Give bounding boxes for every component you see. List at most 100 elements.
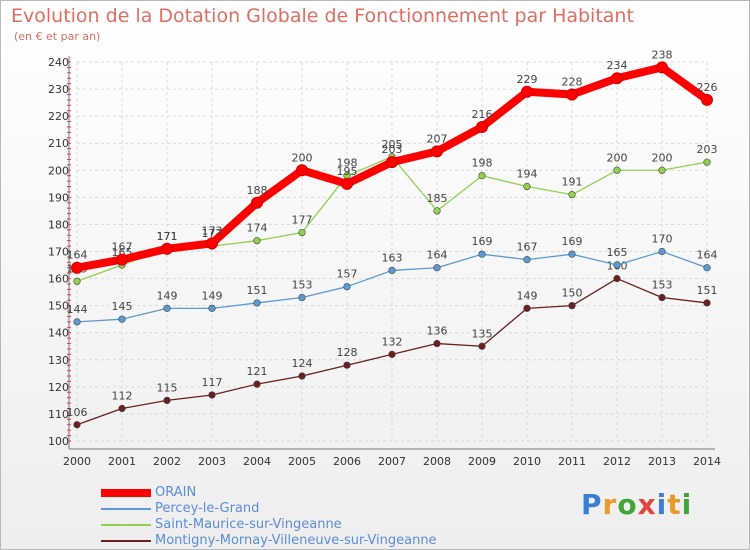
data-label: 149 (517, 289, 538, 302)
data-point (163, 304, 171, 312)
data-label: 164 (697, 249, 718, 262)
x-tick-label: 2008 (423, 455, 451, 468)
data-point (388, 350, 396, 358)
legend-label: ORAIN (155, 485, 197, 500)
data-point (658, 166, 666, 174)
legend-swatch (101, 540, 151, 542)
data-label: 151 (697, 284, 718, 297)
x-tick-label: 2007 (378, 455, 406, 468)
y-tick-label: 120 (48, 381, 69, 394)
data-label: 117 (202, 376, 223, 389)
logo-letter: t (667, 488, 682, 521)
data-label: 169 (472, 235, 493, 248)
data-label: 188 (247, 184, 268, 197)
data-point (118, 404, 126, 413)
data-label: 200 (292, 151, 313, 164)
data-point (116, 253, 128, 266)
data-label: 145 (112, 300, 133, 313)
y-tick-label: 180 (48, 218, 69, 231)
data-point (253, 299, 261, 307)
data-label: 124 (292, 357, 313, 370)
x-tick-label: 2001 (108, 455, 136, 468)
data-label: 165 (607, 246, 628, 259)
data-point (296, 164, 308, 177)
data-point (478, 172, 486, 180)
data-label: 194 (517, 168, 538, 181)
data-label: 169 (562, 235, 583, 248)
data-label: 153 (292, 279, 313, 292)
data-label: 216 (472, 108, 493, 121)
data-point (253, 380, 261, 388)
data-point (703, 264, 711, 272)
data-point (611, 72, 623, 85)
legend-label: Saint-Maurice-sur-Vingeanne (155, 517, 342, 532)
logo-letter: o (617, 488, 638, 521)
data-label: 164 (427, 249, 448, 262)
data-label: 151 (247, 284, 268, 297)
y-tick-label: 110 (48, 408, 69, 421)
data-label: 171 (157, 230, 178, 243)
data-point (568, 191, 576, 199)
x-tick-label: 2009 (468, 455, 496, 468)
data-point (478, 342, 486, 350)
data-label: 115 (157, 381, 178, 394)
data-label: 171 (157, 230, 178, 243)
logo-letter: i (681, 488, 693, 521)
y-tick-label: 100 (48, 435, 69, 448)
y-tick-label: 230 (48, 83, 69, 96)
data-label: 200 (607, 151, 628, 164)
data-point (658, 247, 666, 256)
data-label: 167 (517, 241, 538, 254)
data-label: 198 (472, 157, 493, 170)
data-label: 149 (157, 289, 178, 302)
y-tick-label: 160 (48, 273, 69, 286)
logo-letter: x (637, 488, 657, 521)
x-tick-label: 2013 (648, 455, 676, 468)
data-label: 200 (652, 151, 673, 164)
data-point (613, 261, 621, 269)
data-label: 226 (697, 81, 718, 94)
data-point (298, 228, 306, 237)
y-tick-label: 190 (48, 191, 69, 204)
data-point (703, 158, 711, 166)
x-tick-label: 2006 (333, 455, 361, 468)
y-tick-label: 130 (48, 354, 69, 367)
y-tick-label: 140 (48, 327, 69, 340)
data-point (431, 145, 443, 158)
x-tick-label: 2004 (243, 455, 271, 468)
data-point (298, 372, 306, 380)
data-label: 205 (382, 138, 403, 151)
data-point (161, 242, 173, 255)
data-point (73, 277, 81, 285)
x-tick-label: 2003 (198, 455, 226, 468)
legend-label: Percey-le-Grand (155, 501, 260, 516)
logo-letter: P (581, 488, 603, 521)
data-point (251, 196, 263, 209)
data-label: 174 (247, 222, 268, 235)
x-tick-label: 2010 (513, 455, 541, 468)
data-label: 195 (337, 165, 358, 178)
data-label: 191 (562, 176, 583, 189)
x-tick-label: 2000 (63, 455, 91, 468)
y-tick-label: 150 (48, 300, 69, 313)
data-point (523, 304, 531, 312)
data-label: 150 (562, 287, 583, 300)
data-label: 167 (112, 241, 133, 254)
data-label: 203 (382, 143, 403, 156)
logo-letter: i (656, 488, 668, 521)
data-label: 135 (472, 327, 493, 340)
data-label: 144 (67, 303, 88, 316)
data-label: 238 (652, 48, 673, 61)
data-label: 177 (292, 214, 313, 227)
data-label: 132 (382, 335, 403, 348)
data-label: 173 (202, 224, 223, 237)
data-point (343, 283, 351, 291)
x-tick-label: 2005 (288, 455, 316, 468)
y-tick-label: 240 (48, 56, 69, 69)
data-label: 203 (697, 143, 718, 156)
data-point (208, 391, 216, 399)
proxiti-logo: Proxiti (581, 488, 692, 521)
data-point (523, 256, 531, 264)
logo-letter: r (602, 488, 618, 521)
